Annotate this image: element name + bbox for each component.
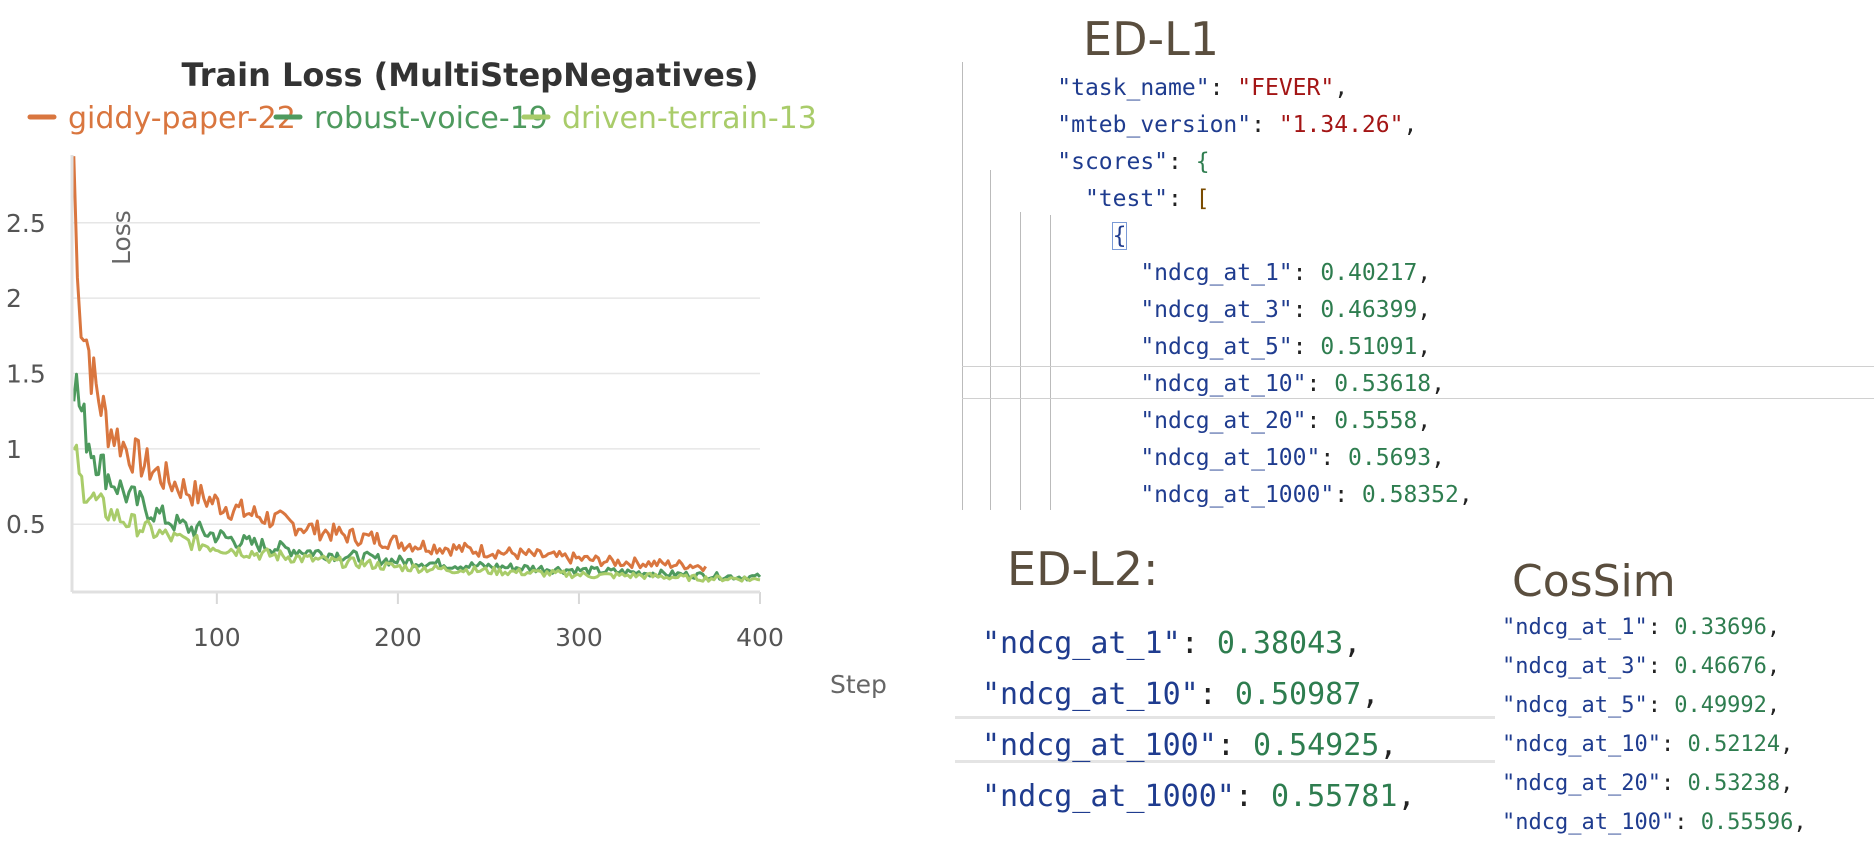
- json-line: "ndcg_at_10": 0.52124,: [1502, 732, 1794, 757]
- ed-l1-title: ED-L1: [1083, 12, 1219, 66]
- json-line: "ndcg_at_100": 0.5693,: [1140, 445, 1445, 471]
- chart-panel: Train Loss (MultiStepNegatives) giddy-pa…: [0, 0, 960, 800]
- x-tick-label: 200: [374, 623, 422, 652]
- row-highlight-top: [962, 366, 1874, 367]
- chart-axes: 0.5 1 1.5 2 2.5 100 200 300 400: [6, 155, 784, 652]
- json-line: {: [1111, 222, 1128, 250]
- row-highlight-top: [955, 716, 1495, 719]
- cossim-title: CosSim: [1512, 556, 1676, 607]
- ed-l2-title: ED-L2:: [1007, 542, 1159, 596]
- json-line: "ndcg_at_20": 0.53238,: [1502, 771, 1794, 796]
- json-line: "scores": {: [1057, 149, 1210, 175]
- loss-chart: Train Loss (MultiStepNegatives) giddy-pa…: [6, 56, 887, 699]
- y-tick-label: 0.5: [6, 510, 46, 539]
- series-line-driven-terrain-13: [72, 443, 761, 583]
- legend-label: giddy-paper-22: [68, 101, 296, 136]
- json-line: "ndcg_at_5": 0.49992,: [1502, 693, 1781, 718]
- y-tick-label: 2.5: [6, 209, 46, 238]
- json-line: "ndcg_at_10": 0.53618,: [1140, 371, 1445, 397]
- ed-l1-json: "task_name": "FEVER", "mteb_version": "1…: [988, 70, 1473, 514]
- json-line: "ndcg_at_1": 0.40217,: [1140, 260, 1432, 286]
- legend-label: driven-terrain-13: [562, 101, 817, 136]
- chart-legend: giddy-paper-22 robust-voice-19 driven-terr…: [27, 101, 817, 136]
- legend-label: robust-voice-19: [314, 101, 548, 136]
- json-line: "ndcg_at_100": 0.55596,: [1502, 810, 1807, 835]
- chart-title: Train Loss (MultiStepNegatives): [181, 56, 758, 94]
- ed-l1-panel: [962, 0, 1874, 510]
- indent-guide: [1050, 215, 1051, 510]
- json-line: "ndcg_at_3": 0.46399,: [1140, 297, 1432, 323]
- y-axis-label: Loss: [107, 210, 136, 265]
- json-line: "ndcg_at_1000": 0.55781,: [982, 779, 1416, 814]
- x-axis-label: Step: [830, 670, 887, 699]
- json-line: "ndcg_at_100": 0.54925,: [982, 728, 1398, 763]
- json-line: "ndcg_at_10": 0.50987,: [982, 677, 1380, 712]
- json-line: "ndcg_at_20": 0.5558,: [1140, 408, 1432, 434]
- json-line: "ndcg_at_1": 0.38043,: [982, 626, 1362, 661]
- json-line: "ndcg_at_1": 0.33696,: [1502, 615, 1781, 640]
- indent-guide: [1020, 212, 1021, 510]
- series-line-giddy-paper-22: [72, 156, 707, 573]
- series-line-robust-voice-19: [72, 372, 762, 582]
- x-tick-label: 400: [736, 623, 784, 652]
- json-line: "ndcg_at_5": 0.51091,: [1140, 334, 1432, 360]
- json-line: "task_name": "FEVER",: [1057, 75, 1349, 101]
- cossim-json: "ndcg_at_1": 0.33696, "ndcg_at_3": 0.466…: [1502, 608, 1807, 842]
- y-tick-label: 1: [6, 435, 22, 464]
- y-tick-label: 1.5: [6, 360, 46, 389]
- json-line: "mteb_version": "1.34.26",: [1057, 112, 1418, 138]
- row-highlight-bottom: [962, 398, 1874, 399]
- indent-guide: [990, 170, 991, 510]
- indent-guide: [962, 62, 963, 510]
- row-highlight-bottom: [955, 760, 1495, 763]
- y-tick-label: 2: [6, 284, 22, 313]
- chart-grid: [72, 222, 760, 525]
- x-tick-label: 300: [555, 623, 603, 652]
- json-line: "ndcg_at_3": 0.46676,: [1502, 654, 1781, 679]
- json-line: "ndcg_at_1000": 0.58352,: [1140, 482, 1473, 508]
- chart-series: [72, 156, 762, 583]
- json-line: "test": [: [1084, 186, 1210, 212]
- x-tick-label: 100: [193, 623, 241, 652]
- ed-l2-json: "ndcg_at_1": 0.38043, "ndcg_at_10": 0.50…: [982, 618, 1416, 822]
